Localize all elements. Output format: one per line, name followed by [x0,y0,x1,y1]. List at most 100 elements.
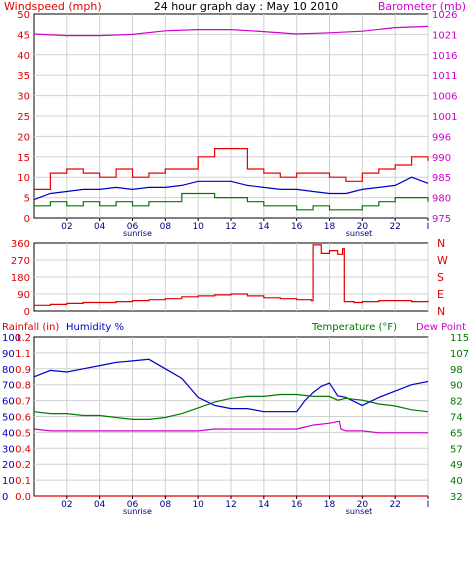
temperature-axis-ytick-label: 107 [450,349,468,360]
temperature-axis-ytick-label: 40 [450,476,463,487]
wind-panel-xtick-label: 08 [160,222,172,232]
wind-axis-ytick-label: 20 [17,132,30,143]
barometer-axis-ytick-label: 975 [432,214,451,225]
rainfall-axis-ytick-label: 0.5 [15,428,31,439]
temperature-axis-ytick-label: 49 [450,460,463,471]
climate-panel-sunset-label: sunset [346,507,373,516]
rainfall-axis-ytick-label: 0.2 [15,460,31,471]
rainfall-axis-ytick-label: 0.8 [15,381,31,392]
dewpoint-series-line [33,420,428,434]
humidity-axis-ytick-label: 90 [2,349,15,360]
barometer-axis-ytick-label: 1001 [432,112,457,123]
barometer-axis-ytick-label: 985 [432,173,451,184]
humidity-axis-ytick-label: 80 [2,365,15,376]
temperature-axis-ytick-label: 98 [450,365,463,376]
barometer-axis-ytick-label: 996 [432,132,451,143]
barometer-axis-title: Barometer (mb) [378,0,466,13]
compass-label: W [437,254,448,267]
humidity-axis-ytick-label: 30 [2,444,15,455]
chart-title: 24 hour graph day : May 10 2010 [154,0,339,13]
barometer-axis-ytick-label: 1006 [432,92,457,103]
rainfall-axis-title: Rainfall (in) [2,322,59,333]
wind-panel-xtick-label: 22 [389,222,400,232]
wind-axis-ytick-label: 45 [17,30,30,41]
barometer-axis-ytick-label: 1026 [432,10,457,21]
winddir-axis-ytick-label: 360 [11,239,30,250]
barometer-axis-ytick-label: 990 [432,153,451,164]
wind-panel-sunrise-label: sunrise [123,229,152,238]
wind-panel-xtick-label: 06 [127,222,139,232]
climate-panel-xtick-label: 12 [225,500,236,510]
rainfall-axis-ytick-label: 1.1 [15,349,31,360]
climate-panel-xtick-label: 04 [94,500,106,510]
temperature-axis-ytick-label: 65 [450,428,463,439]
humidity-axis-ytick-label: 40 [2,428,15,439]
baro-series-line [33,25,429,37]
wind-axis-ytick-label: 5 [24,194,30,205]
rainfall-axis-ytick-label: 0.0 [15,492,31,503]
temperature-axis-ytick-label: 115 [450,333,468,344]
winddir-axis-ytick-label: 0 [24,307,30,318]
wind-panel-xtick-label: 10 [192,222,204,232]
compass-label: N [437,237,445,250]
wind-panel-xtick-label: I [427,222,430,232]
climate-panel-xtick-label: 20 [357,500,369,510]
climate-panel-xtick-label: 06 [127,500,139,510]
barometer-axis-ytick-label: 1021 [432,30,457,41]
climate-panel-xtick-label: 16 [291,500,303,510]
winddir-axis-ytick-label: 180 [11,273,30,284]
climate-panel-xtick-label: 02 [61,500,72,510]
wind-axis-ytick-label: 50 [17,10,30,21]
humidity-series-line [33,358,429,413]
wind-panel-xtick-label: 20 [357,222,369,232]
barometer-axis-ytick-label: 1016 [432,51,457,62]
temperature-axis-ytick-label: 57 [450,444,463,455]
wind-axis-ytick-label: 40 [17,51,30,62]
compass-label: N [437,305,445,318]
wind-axis-ytick-label: 10 [17,173,30,184]
rainfall-axis-ytick-label: 0.4 [15,444,31,455]
humidity-axis-ytick-label: 100 [2,333,21,344]
temperature-axis-title: Temperature (°F) [311,322,397,333]
humidity-axis-ytick-label: 60 [2,397,15,408]
humidity-axis-ytick-label: 70 [2,381,15,392]
wind-panel-xtick-label: 14 [258,222,270,232]
wind-panel-xtick-label: 18 [324,222,336,232]
climate-panel-sunrise-label: sunrise [123,507,152,516]
temperature-axis-ytick-label: 74 [450,413,463,424]
climate-panel-xtick-label: 14 [258,500,270,510]
winddir-axis-ytick-label: 270 [11,256,30,267]
low-series-line [34,192,429,211]
humidity-axis-ytick-label: 10 [2,476,15,487]
gust-series-line [34,148,429,190]
climate-panel-xtick-label: I [427,500,430,510]
dewpoint-axis-title: Dew Point [416,322,466,333]
temperature-axis-ytick-label: 32 [450,492,463,503]
rainfall-axis-ytick-label: 0.6 [15,413,31,424]
temperature-series-line [33,393,429,420]
climate-panel-xtick-label: 18 [324,500,336,510]
wind-panel-sunset-label: sunset [346,229,373,238]
rainfall-axis-ytick-label: 0.7 [15,397,31,408]
humidity-axis-ytick-label: 50 [2,413,15,424]
wind-axis-ytick-label: 30 [17,92,30,103]
climate-panel-xtick-label: 08 [160,500,172,510]
temperature-axis-ytick-label: 82 [450,397,463,408]
compass-label: S [437,271,444,284]
wind-axis-title: Windspeed (mph) [4,0,102,13]
wind-panel-xtick-label: 16 [291,222,303,232]
wind-panel-xtick-label: 02 [61,222,72,232]
humidity-axis-ytick-label: 0 [2,492,8,503]
rainfall-axis-ytick-label: 0.1 [15,476,31,487]
compass-label: E [437,288,444,301]
humidity-axis-ytick-label: 20 [2,460,15,471]
wind-axis-ytick-label: 0 [24,214,30,225]
climate-panel-xtick-label: 10 [192,500,204,510]
rainfall-axis-ytick-label: 0.9 [15,365,31,376]
wind-axis-ytick-label: 25 [17,112,30,123]
barometer-axis-ytick-label: 980 [432,194,451,205]
avg-series-line [33,176,429,201]
wind-axis-ytick-label: 15 [17,153,30,164]
